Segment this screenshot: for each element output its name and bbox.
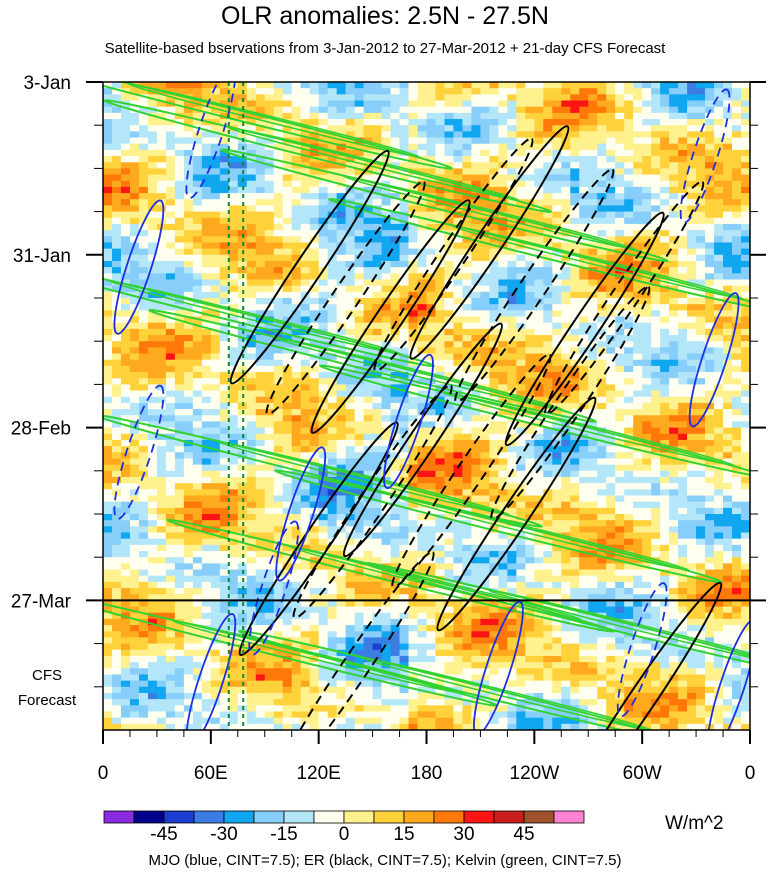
colorbar-swatch xyxy=(223,810,255,824)
olr-shading xyxy=(103,82,750,730)
x-tick-label: 60W xyxy=(623,763,662,784)
colorbar-tick-label: 30 xyxy=(453,824,474,845)
forecast-label: CFS xyxy=(32,667,62,684)
colorbar-swatch xyxy=(523,810,555,824)
er-contour xyxy=(373,137,534,373)
colorbar-swatch xyxy=(493,810,525,824)
kelvin-contour xyxy=(274,469,723,584)
er-contour xyxy=(342,322,503,558)
x-tick-label: 60E xyxy=(194,763,228,784)
kelvin-contour xyxy=(271,336,564,411)
mjo-contour xyxy=(706,619,750,730)
mjo-contour xyxy=(383,353,434,489)
kelvin-contour xyxy=(343,175,636,250)
mjo-contour xyxy=(473,600,524,730)
kelvin-contour xyxy=(127,83,420,158)
er-contour xyxy=(391,353,552,589)
y-tick-label: 27-Mar xyxy=(11,591,72,612)
kelvin-contour xyxy=(450,225,744,300)
mjo-contour xyxy=(275,446,327,582)
chart-subtitle: Satellite-based bservations from 3-Jan-2… xyxy=(104,40,666,57)
kelvin-contour xyxy=(109,280,403,355)
hovmoller-chart: 3-Jan 31-Jan 28-Feb 27-Mar CFS Forecast 0 60E 12… xyxy=(11,73,766,845)
x-tick-label: 120W xyxy=(510,763,560,784)
er-contour xyxy=(310,199,471,434)
colorbar-swatch xyxy=(313,810,345,824)
mjo-contour xyxy=(185,82,237,199)
kelvin-contour xyxy=(148,309,597,423)
legend-footnote: MJO (blue, CINT=7.5); ER (black, CINT=7.… xyxy=(148,852,622,869)
colorbar-units: W/m^2 xyxy=(665,813,724,834)
axes: 3-Jan 31-Jan 28-Feb 27-Mar CFS Forecast 0 60E 12… xyxy=(11,73,766,784)
colorbar: -45 -30 -15 0 15 30 45 xyxy=(103,810,585,845)
colorbar-tick-label: -15 xyxy=(270,824,297,845)
colorbar-swatch xyxy=(463,810,495,824)
kelvin-contour xyxy=(289,545,582,621)
colorbar-tick-label: -30 xyxy=(210,824,237,845)
colorbar-swatch xyxy=(433,810,465,824)
mjo-contour xyxy=(248,520,300,656)
forecast-label: Forecast xyxy=(18,692,77,709)
kelvin-contour xyxy=(103,253,435,368)
x-tick-label: 0 xyxy=(745,763,756,784)
colorbar-tick-label: 15 xyxy=(393,824,414,845)
colorbar-tick-label: 0 xyxy=(339,824,350,845)
x-tick-label: 180 xyxy=(411,763,443,784)
kelvin-contour xyxy=(103,413,543,528)
colorbar-swatch xyxy=(103,810,135,824)
kelvin-contour xyxy=(103,82,453,170)
mjo-contour xyxy=(688,292,740,428)
mjo-contour xyxy=(185,613,237,730)
kelvin-contour xyxy=(103,99,552,213)
kelvin-contour xyxy=(319,364,750,479)
kelvin-contour xyxy=(217,441,510,516)
colorbar-swatch xyxy=(163,810,195,824)
colorbar-swatch xyxy=(553,810,585,824)
colorbar-swatch xyxy=(283,810,315,824)
mjo-contour xyxy=(113,199,165,335)
y-tick-label: 28-Feb xyxy=(11,419,71,440)
wave-contours xyxy=(103,82,750,730)
er-contour xyxy=(490,285,651,521)
colorbar-swatch xyxy=(253,810,285,824)
er-contour xyxy=(562,581,723,730)
x-tick-label: 120E xyxy=(296,763,340,784)
er-contour xyxy=(409,125,570,360)
colorbar-swatch xyxy=(403,810,435,824)
er-contour xyxy=(274,551,435,730)
colorbar-swatch xyxy=(133,810,165,824)
y-tick-label: 31-Jan xyxy=(13,246,71,267)
kelvin-contour xyxy=(220,148,669,263)
mjo-contour xyxy=(679,88,731,224)
x-tick-label: 0 xyxy=(98,763,109,784)
mjo-contour xyxy=(113,384,165,520)
mjo-contour xyxy=(616,582,668,718)
er-contour xyxy=(265,180,426,416)
colorbar-swatch xyxy=(193,810,225,824)
er-contour xyxy=(229,149,390,385)
colorbar-swatch xyxy=(343,810,375,824)
chart-title: OLR anomalies: 2.5N - 27.5N xyxy=(221,2,549,30)
kelvin-contour xyxy=(172,620,465,695)
kelvin-contour xyxy=(361,657,654,730)
colorbar-tick-label: 45 xyxy=(513,824,534,845)
er-contour xyxy=(504,211,665,447)
y-tick-label: 3-Jan xyxy=(23,73,71,94)
kelvin-contour xyxy=(328,197,750,312)
er-contour xyxy=(436,396,597,632)
colorbar-tick-label: -45 xyxy=(150,824,177,845)
kelvin-contour xyxy=(442,391,735,466)
kelvin-contour xyxy=(486,589,750,664)
colorbar-swatch xyxy=(373,810,405,824)
